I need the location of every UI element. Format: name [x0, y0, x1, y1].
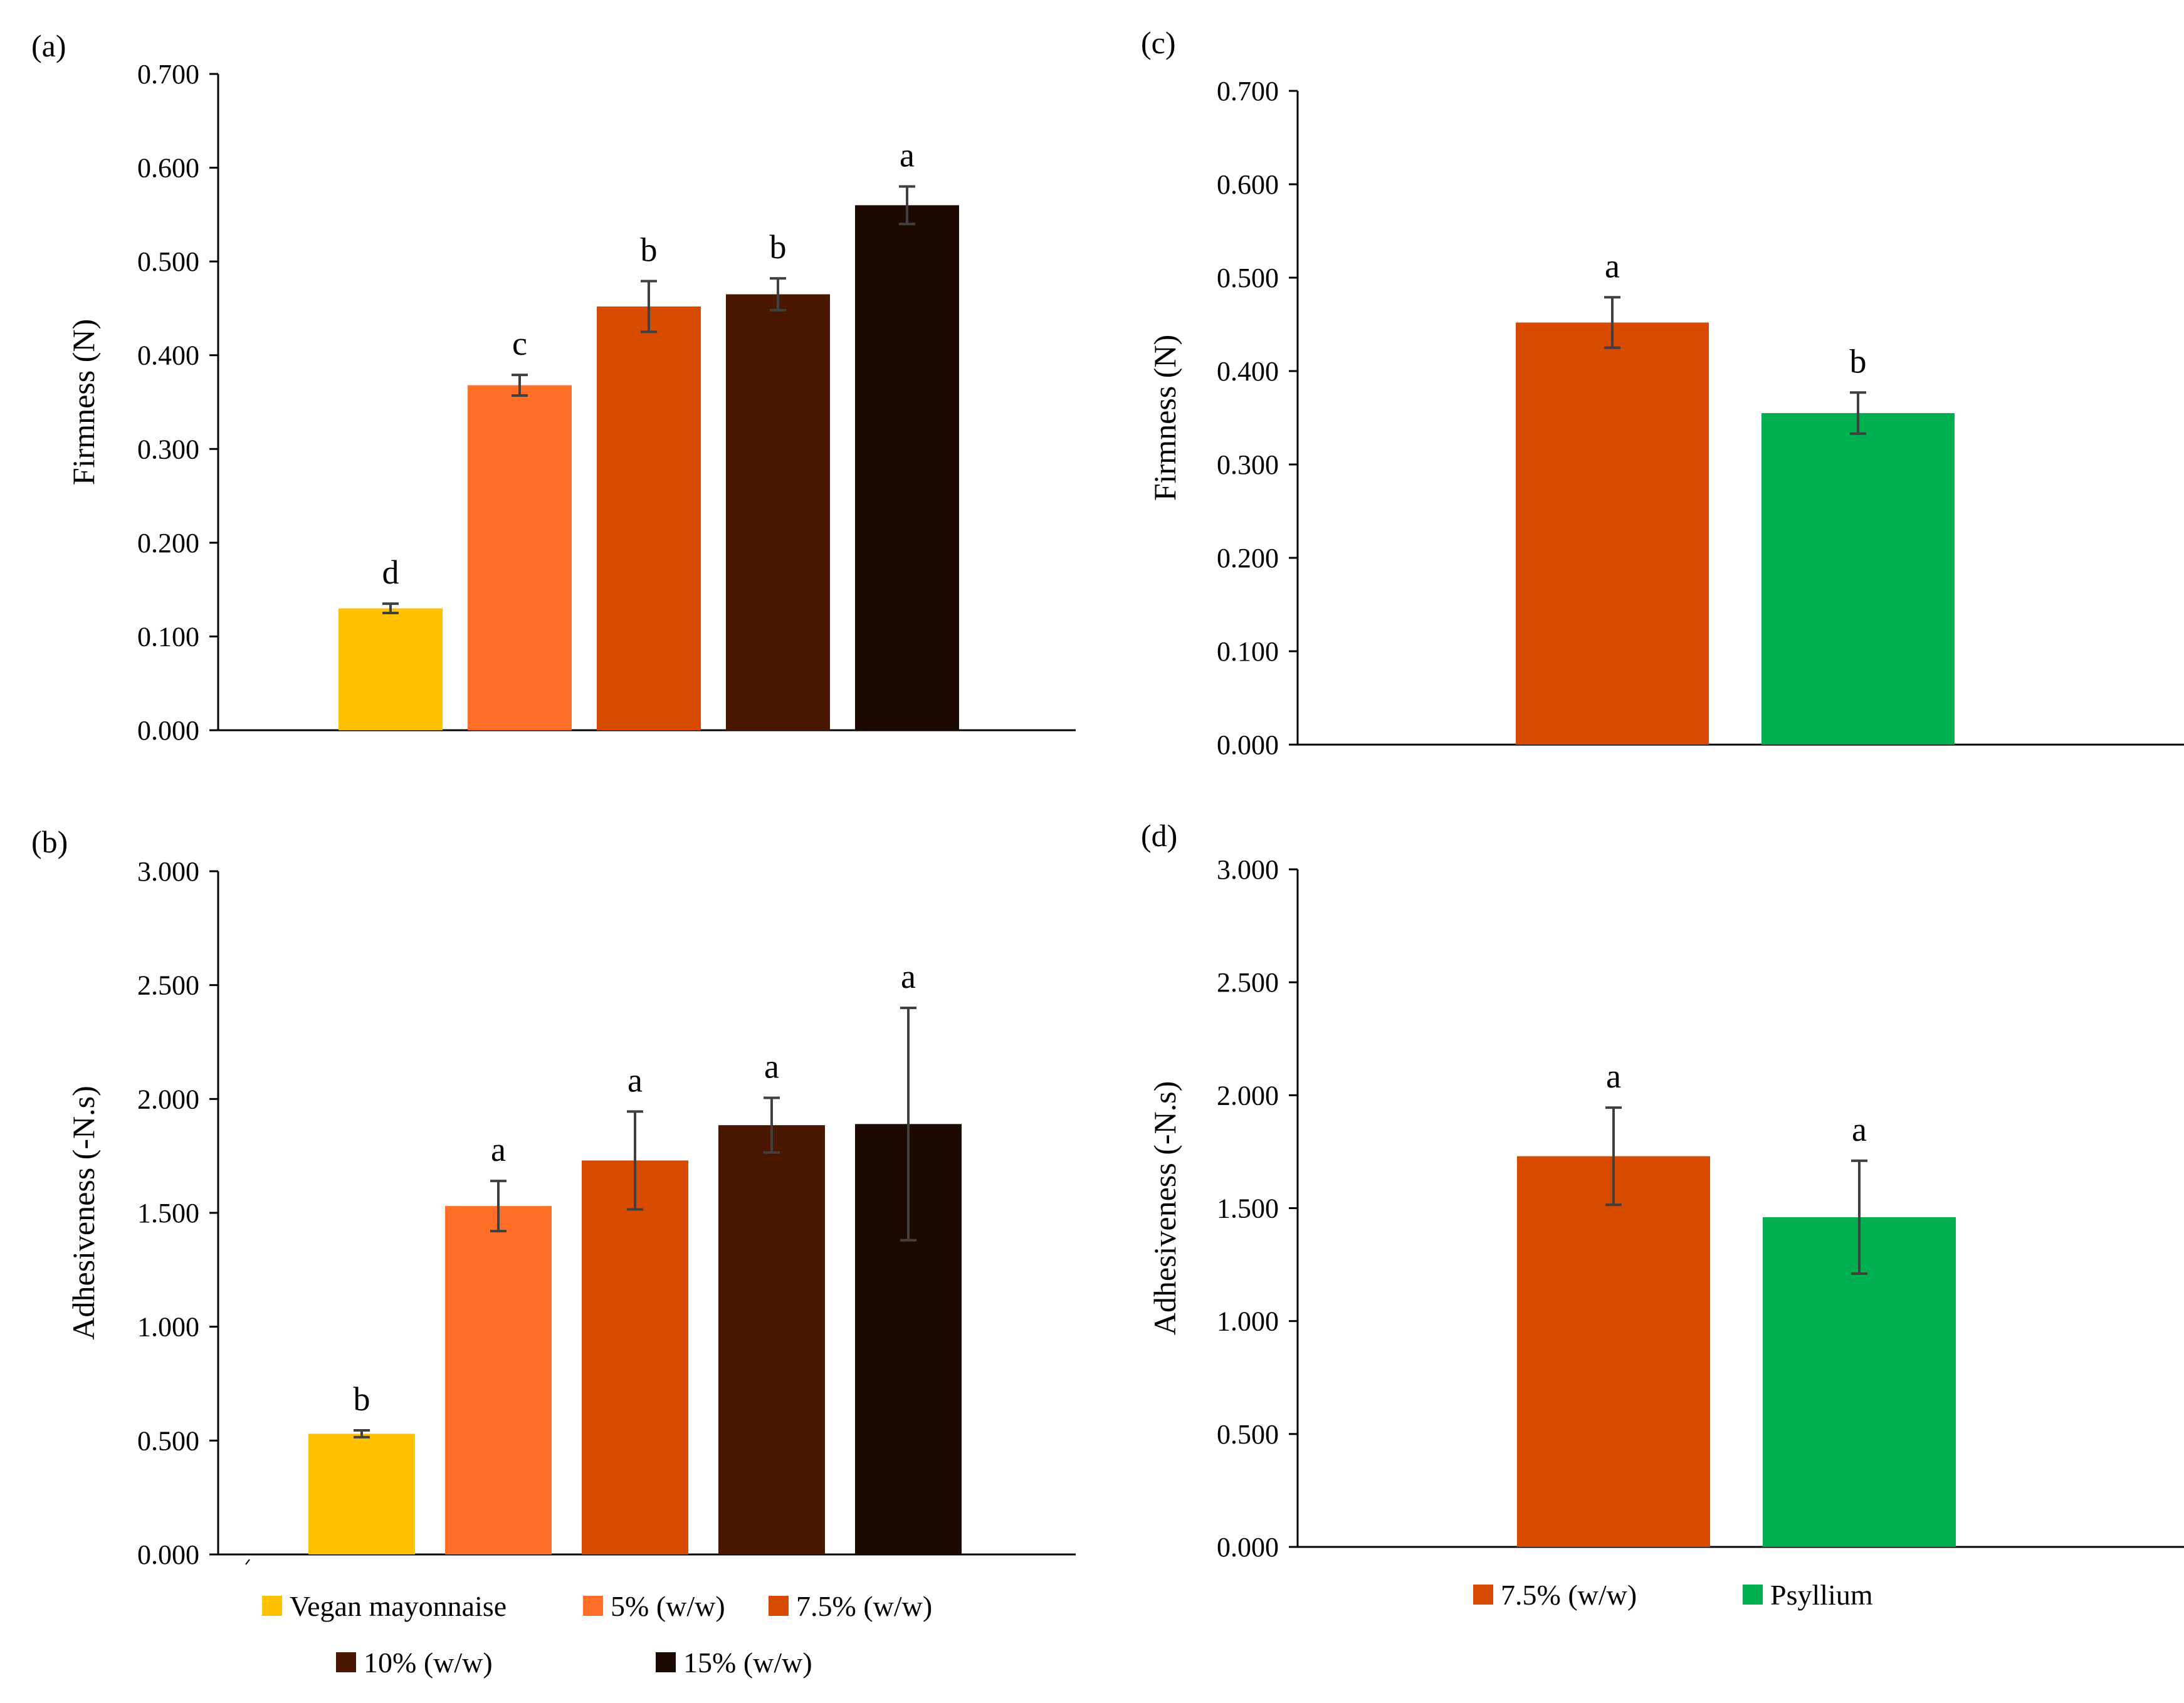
significance-label: a	[491, 1131, 506, 1168]
bar-1	[308, 1433, 415, 1554]
panel-label: (d)	[1141, 818, 1177, 853]
significance-label: b	[770, 228, 787, 266]
panel-label: (a)	[31, 28, 66, 63]
y-tick-label: 0.300	[137, 434, 199, 464]
y-tick-label: 0.500	[1217, 1419, 1279, 1450]
legend-swatch	[1473, 1585, 1493, 1605]
significance-label: a	[900, 136, 915, 174]
y-tick-label: 0.400	[137, 340, 199, 371]
legend-swatch	[583, 1596, 603, 1616]
y-tick-label: 0.500	[137, 1425, 199, 1456]
y-tick-label: 2.000	[137, 1084, 199, 1114]
y-tick-label: 2.000	[1217, 1080, 1279, 1111]
significance-label: a	[1852, 1111, 1867, 1148]
y-tick-label: 1.000	[137, 1312, 199, 1343]
y-axis-title: Adhesiveness (-N.s)	[66, 1086, 101, 1339]
bar-1	[1517, 1156, 1710, 1547]
y-tick-label: 1.500	[137, 1198, 199, 1229]
panel-label: (b)	[31, 824, 68, 859]
legend-label: 5% (w/w)	[611, 1590, 725, 1622]
y-tick-label: 1.500	[1217, 1193, 1279, 1224]
bar-2	[445, 1206, 552, 1554]
bar-1	[339, 608, 443, 730]
y-tick-label: 0.100	[1217, 636, 1279, 667]
y-tick-label: 2.500	[1217, 967, 1279, 998]
y-tick-label: 0.100	[137, 621, 199, 652]
y-tick-label: 0.400	[1217, 356, 1279, 387]
significance-label: a	[627, 1061, 643, 1099]
legend-swatch	[1743, 1585, 1763, 1605]
stray-mark	[245, 1559, 250, 1565]
y-tick-label: 1.000	[1217, 1306, 1279, 1337]
y-axis-title: Firmness (N)	[66, 319, 101, 485]
bar-4	[718, 1125, 825, 1554]
legend-label: Psyllium	[1770, 1579, 1873, 1611]
y-tick-label: 0.000	[1217, 1532, 1279, 1563]
legend-left: Vegan mayonnaise 5% (w/w) 7.5% (w/w) 10% (w…	[262, 1590, 932, 1679]
y-tick-label: 0.000	[1217, 730, 1279, 760]
y-tick-label: 3.000	[1217, 854, 1279, 885]
bar-2	[468, 385, 572, 730]
legend-label: 7.5% (w/w)	[1501, 1579, 1637, 1611]
legend-label: Vegan mayonnaise	[290, 1590, 507, 1622]
legend-swatch	[656, 1652, 676, 1672]
y-tick-label: 0.200	[1217, 543, 1279, 574]
y-axis-title: Firmness (N)	[1147, 335, 1182, 501]
significance-label: a	[764, 1048, 779, 1086]
y-tick-label: 2.500	[137, 970, 199, 1001]
legend-label: 7.5% (w/w)	[796, 1590, 932, 1622]
bar-4	[726, 294, 830, 730]
bar-2	[1761, 413, 1955, 745]
significance-label: a	[901, 958, 916, 995]
bar-3	[597, 306, 701, 730]
significance-label: a	[1605, 247, 1620, 285]
panel-d: (d) 0.000 0.500 1.000 1.500 2.000 2.500 3.000 Ad…	[1141, 818, 2184, 1563]
significance-label: b	[1850, 342, 1867, 380]
y-tick-label: 0.200	[137, 528, 199, 558]
significance-label: c	[512, 325, 527, 362]
significance-label: b	[354, 1380, 370, 1418]
legend-swatch	[336, 1652, 356, 1672]
panel-b: (b) 0.000 0.500 1.000 1.500 2.000 2.500 3.000 Ad…	[31, 824, 1076, 1570]
legend-label: 10% (w/w)	[364, 1647, 493, 1679]
significance-label: b	[641, 231, 658, 269]
y-tick-label: 0.000	[137, 715, 199, 746]
y-tick-label: 0.600	[137, 153, 199, 184]
y-tick-label: 0.500	[1217, 263, 1279, 293]
significance-label: a	[1606, 1057, 1621, 1095]
legend-label: 15% (w/w)	[683, 1647, 812, 1679]
bar-5	[855, 205, 959, 730]
y-tick-label: 0.600	[1217, 169, 1279, 200]
y-tick-label: 0.300	[1217, 449, 1279, 480]
panel-a: (a) 0.000 0.100 0.200 0.300 0.400 0.500 0.600 0.…	[31, 28, 1076, 746]
y-tick-label: 3.000	[137, 856, 199, 887]
bar-3	[582, 1160, 688, 1554]
legend-swatch	[262, 1596, 282, 1616]
bar-1	[1516, 322, 1709, 745]
panel-label: (c)	[1141, 25, 1176, 60]
y-tick-label: 0.700	[1217, 76, 1279, 107]
panel-c: (c) 0.000 0.100 0.200 0.300 0.400 0.500 0.600 0.…	[1141, 25, 2184, 760]
y-axis-title: Adhesiveness (-N.s)	[1147, 1081, 1182, 1335]
significance-label: d	[382, 553, 399, 591]
y-tick-label: 0.000	[137, 1539, 199, 1570]
y-tick-label: 0.700	[137, 59, 199, 90]
y-tick-label: 0.500	[137, 246, 199, 277]
legend-swatch	[769, 1596, 789, 1616]
legend-right: 7.5% (w/w) Psyllium	[1473, 1579, 1873, 1611]
